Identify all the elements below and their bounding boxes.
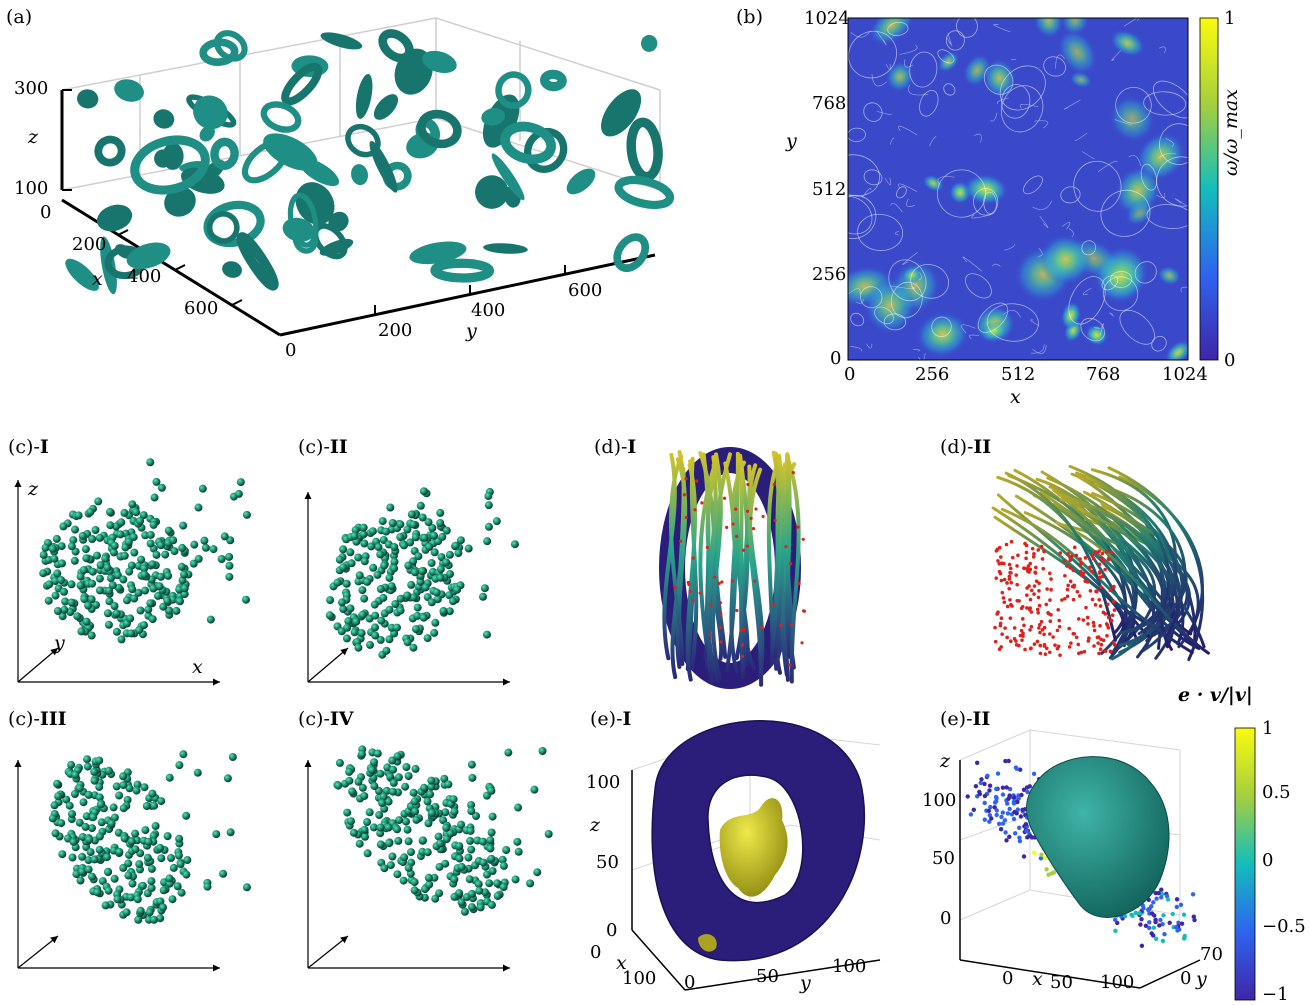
b-x-tick-768: 768 (1086, 364, 1121, 385)
a-y-label: y (466, 320, 477, 342)
a-z-tick-100: 100 (14, 178, 49, 199)
panel-d-I-label: (d)-I (594, 436, 637, 458)
panel-c-III-label: (c)-III (8, 708, 67, 730)
panel-d-plots (659, 447, 1210, 689)
a-y-tick-0: 0 (285, 340, 297, 361)
b-x-tick-0: 0 (844, 364, 856, 385)
e2-x-label: x (1032, 968, 1043, 990)
e2-colorbar-title: e · v/|v| (1178, 684, 1253, 706)
d-II-streamlines (991, 464, 1210, 662)
e-I-vortex-ring (651, 720, 865, 962)
panel-e: (e)-I (e)-II 100 50 0 z 0 100 x 0 50 100… (560, 684, 1310, 1005)
e2-z-tick-0: 0 (940, 908, 952, 929)
panel-d: (d)-I (d)-II (580, 430, 1310, 700)
b-colorbar-tick-0: 0 (1224, 350, 1236, 371)
e2-x-tick-0: 0 (1002, 968, 1014, 989)
a-y-tick-400: 400 (471, 300, 506, 321)
e2-x-tick-100: 100 (1100, 972, 1135, 993)
a-x-tick-0: 0 (40, 202, 52, 223)
b-colorbar-label: ω/ω_max (1220, 89, 1242, 176)
a-y-tick-600: 600 (568, 280, 603, 301)
panel-a-label: (a) (6, 6, 33, 28)
e-II-colorbar (1234, 727, 1256, 1001)
e1-z-tick-0: 0 (606, 920, 618, 941)
b-y-tick-512: 512 (812, 179, 847, 200)
e1-z-tick-100: 100 (586, 772, 621, 793)
panel-d-II-label: (d)-II (940, 436, 992, 458)
b-y-tick-768: 768 (812, 93, 847, 114)
b-x-tick-512: 512 (1001, 364, 1036, 385)
panel-e-plots (631, 720, 1256, 1001)
e1-x-tick-0: 0 (590, 942, 602, 963)
e2-y-tick-70: 70 (1200, 944, 1223, 965)
a-x-tick-200: 200 (72, 234, 107, 255)
panel-e-I-label: (e)-I (590, 708, 632, 730)
e1-z-label: z (590, 814, 601, 836)
b-x-tick-1024: 1024 (1162, 364, 1208, 385)
b-y-tick-1024: 1024 (804, 8, 850, 29)
e2-z-tick-50: 50 (932, 848, 955, 869)
panel-c: (c)-I (c)-II (c)-III (c)-IV z y x (0, 430, 560, 995)
b-y-tick-0: 0 (830, 348, 842, 369)
e2-y-tick-0: 0 (1180, 968, 1192, 989)
panel-c-II-label: (c)-II (298, 436, 348, 458)
b-y-tick-256: 256 (812, 264, 847, 285)
b-colorbar-tick-1: 1 (1224, 8, 1236, 29)
e2-cb-tick-0.5: 0.5 (1262, 782, 1291, 803)
vortex-isosurfaces (65, 29, 675, 295)
c-z-label: z (28, 478, 39, 500)
a-y-tick-200: 200 (378, 320, 413, 341)
e1-z-tick-50: 50 (596, 852, 619, 873)
a-x-tick-400: 400 (127, 266, 162, 287)
e1-y-tick-100: 100 (832, 956, 867, 977)
a-x-label: x (92, 268, 103, 290)
a-z-tick-300: 300 (14, 78, 49, 99)
panel-a: (a) 300 100 z 0 200 400 600 x 0 200 400 … (0, 0, 690, 380)
e2-y-label: y (1196, 968, 1207, 990)
e2-cb-tick-1: 1 (1262, 718, 1274, 739)
b-x-tick-256: 256 (915, 364, 950, 385)
colorbar (1199, 17, 1219, 361)
a-z-label: z (28, 126, 39, 148)
e-II-vortex-tube (1025, 756, 1170, 918)
c-y-label: y (54, 632, 65, 654)
b-y-label: y (786, 130, 797, 152)
d-I-vortex-ring (659, 447, 807, 689)
b-x-label: x (1010, 386, 1021, 408)
panel-b-label: (b) (736, 6, 763, 28)
panel-c-plots (14, 458, 553, 972)
panel-b: (b) 1024 768 512 256 0 y 0 256 512 768 1… (720, 0, 1310, 420)
e2-x-tick-50: 50 (1050, 972, 1073, 993)
panel-c-IV-label: (c)-IV (298, 708, 354, 730)
e1-y-label: y (800, 972, 811, 994)
panel-a-plot (60, 17, 675, 337)
e2-cb-tick-0: 0 (1262, 850, 1274, 871)
panel-b-plot (847, 17, 1219, 361)
e1-x-tick-100: 100 (622, 968, 657, 989)
e1-y-tick-50: 50 (756, 966, 779, 987)
e1-x-label: x (616, 952, 627, 974)
panel-e-II-label: (e)-II (940, 708, 991, 730)
c-x-label: x (192, 656, 203, 678)
e2-cb-tick-m0.5: −0.5 (1262, 916, 1306, 937)
a-x-tick-600: 600 (184, 298, 219, 319)
panel-c-I-label: (c)-I (8, 436, 49, 458)
e2-z-tick-100: 100 (922, 790, 957, 811)
e1-y-tick-0: 0 (684, 972, 696, 993)
e2-z-label: z (940, 750, 951, 772)
